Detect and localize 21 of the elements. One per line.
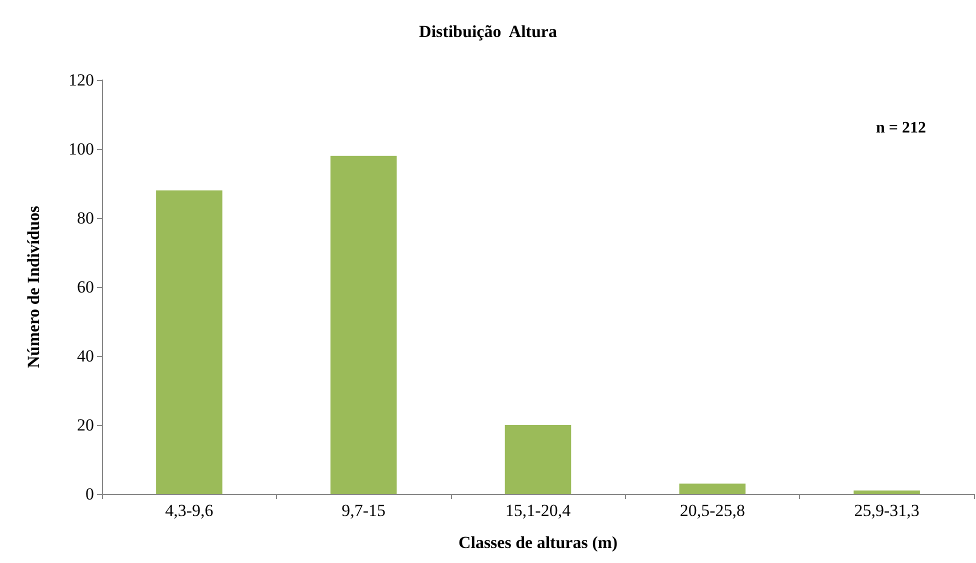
x-axis-title: Classes de alturas (m) <box>458 533 618 552</box>
y-axis-title: Número de Indivíduos <box>24 206 43 368</box>
y-tick-label: 20 <box>77 416 94 434</box>
y-tick-label: 80 <box>77 208 94 228</box>
x-tick-label: 15,1-20,4 <box>505 501 572 520</box>
x-tick-label: 9,7-15 <box>342 501 386 520</box>
bar <box>330 156 397 494</box>
y-tick-label: 0 <box>86 484 94 504</box>
y-tick-label: 60 <box>77 278 94 296</box>
bar <box>679 484 746 494</box>
x-tick-label: 4,3-9,6 <box>165 501 214 520</box>
annotation: n = 212 <box>876 120 926 136</box>
y-tick-label: 100 <box>68 140 94 158</box>
bar <box>854 490 920 494</box>
bar <box>156 190 222 494</box>
chart-title: Distibuição Altura <box>419 22 558 41</box>
y-tick-label: 40 <box>77 346 94 366</box>
x-tick-label: 20,5-25,8 <box>680 501 745 520</box>
bar <box>504 425 572 494</box>
y-tick-label: 120 <box>68 70 94 90</box>
x-tick-label: 25,9-31,3 <box>854 501 920 520</box>
